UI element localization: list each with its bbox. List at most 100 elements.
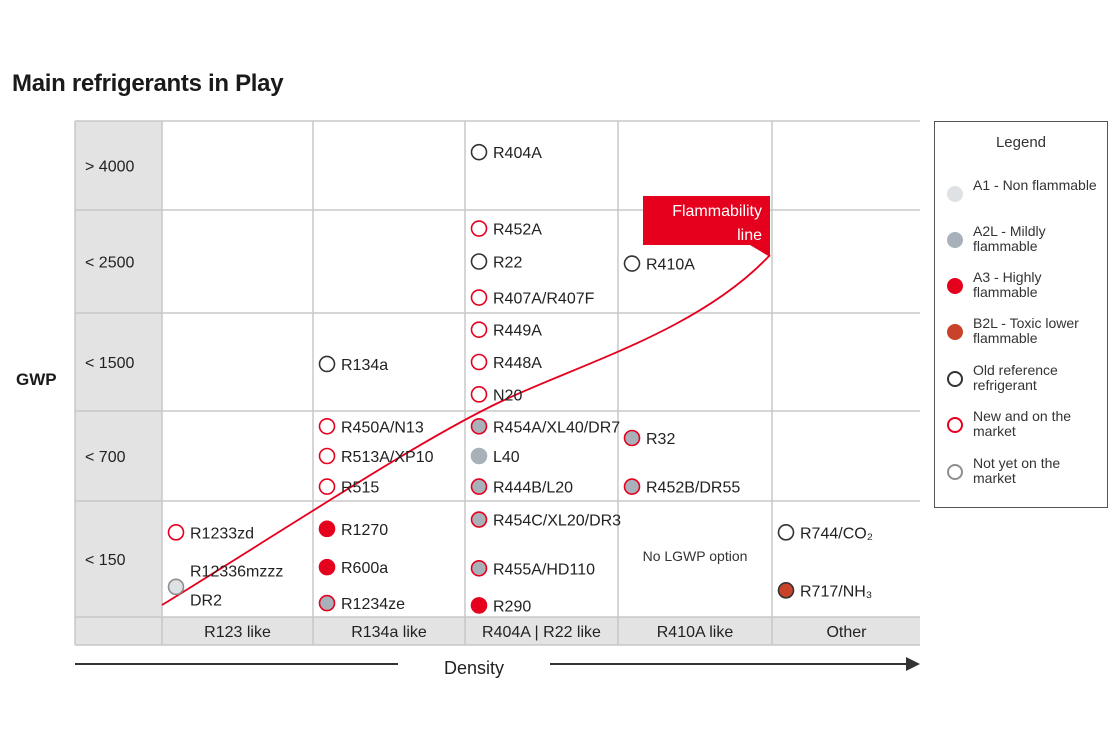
- legend-item: Not yet on the market: [945, 456, 1105, 498]
- legend-marker-icon: [947, 417, 963, 433]
- legend-marker-icon: [947, 278, 963, 294]
- marker-r513a-xp10: [318, 447, 336, 465]
- legend-label: A2L - Mildly flammable: [973, 223, 1046, 254]
- flammability-label-line1: Flammability: [672, 203, 762, 220]
- row-header-band: [75, 121, 162, 617]
- legend-label: Not yet on the market: [973, 455, 1061, 486]
- marker-r290: [470, 597, 488, 614]
- label-r448a: R448A: [493, 355, 542, 372]
- label-r452a: R452A: [493, 222, 542, 239]
- legend-item: A1 - Non flammable: [945, 178, 1105, 220]
- label-r717-nh-: R717/NH₃: [800, 583, 872, 600]
- label-r12336mzzz: R12336mzzz: [190, 564, 283, 581]
- label-r407a-r407f: R407A/R407F: [493, 291, 595, 308]
- legend-label: A3 - Highly flammable: [973, 269, 1042, 300]
- label-r455a-hd110: R455A/HD110: [493, 561, 595, 578]
- label-l40: L40: [493, 449, 520, 466]
- marker-r717-nh-: [777, 582, 795, 599]
- legend-item: A3 - Highly flammable: [945, 270, 1105, 312]
- legend-marker-icon: [947, 324, 963, 340]
- marker-r454c-xl20-dr3: [470, 511, 488, 528]
- marker-r449a: [470, 321, 488, 338]
- flammability-line: [161, 254, 771, 606]
- marker-n20: [470, 386, 488, 403]
- marker-r1234ze: [318, 594, 336, 612]
- marker-r12336mzzz: [167, 578, 185, 596]
- column-label-4: R410A like: [657, 624, 734, 641]
- flammability-label-box: [643, 196, 770, 257]
- legend-marker-icon: [947, 464, 963, 480]
- refrigerant-chart: > 4000 < 2500 < 1500 < 700 < 150 R123 like R13…: [74, 120, 920, 678]
- row-label-2: < 2500: [85, 255, 134, 272]
- marker-r515: [318, 478, 336, 495]
- label-r515: R515: [341, 480, 379, 497]
- legend-title: Legend: [995, 134, 1047, 151]
- row-label-3: < 1500: [85, 355, 134, 372]
- column-label-2: R134a like: [351, 624, 427, 641]
- marker-l40: [470, 447, 488, 465]
- label-r22: R22: [493, 255, 522, 272]
- legend-marker-icon: [947, 232, 963, 248]
- label-r410a: R410A: [646, 257, 695, 274]
- label-r134a: R134a: [341, 357, 388, 374]
- chart-title: Main refrigerants in Play: [12, 70, 284, 97]
- legend-label: A1 - Non flammable: [973, 177, 1097, 193]
- label-r404a: R404A: [493, 145, 542, 162]
- label-n20: N20: [493, 387, 522, 404]
- label-r600a: R600a: [341, 560, 388, 577]
- marker-r448a: [470, 353, 488, 371]
- marker-r600a: [318, 558, 336, 576]
- legend-label: New and on the market: [973, 408, 1072, 439]
- label-r513a-xp10: R513A/XP10: [341, 449, 434, 466]
- label-r1233zd: R1233zd: [190, 525, 254, 542]
- legend: Legend A1 - Non flammable A2L - Mildly fl…: [934, 121, 1108, 508]
- marker-r32: [623, 429, 641, 447]
- legend-item: New and on the market: [945, 409, 1105, 451]
- marker-r134a: [318, 355, 336, 373]
- marker-r410a: [623, 255, 641, 272]
- marker-r452b-dr55: [623, 478, 641, 495]
- marker-r1270: [318, 520, 336, 538]
- marker-r404a: [470, 143, 488, 161]
- label-r450a-n13: R450A/N13: [341, 419, 424, 436]
- flammability-label-line2: line: [737, 227, 762, 244]
- legend-item: B2L - Toxic lower flammable: [945, 316, 1105, 358]
- column-label-1: R123 like: [204, 624, 271, 641]
- label-r1270: R1270: [341, 522, 388, 539]
- column-header-band: [162, 617, 920, 645]
- label-r452b-dr55: R452B/DR55: [646, 480, 740, 497]
- corner-cell: [75, 617, 162, 645]
- density-arrow-icon: [906, 657, 920, 671]
- label-r449a: R449A: [493, 323, 542, 340]
- column-label-3: R404A | R22 like: [482, 624, 601, 641]
- marker-r452a: [470, 220, 488, 237]
- label-r444b-l20: R444B/L20: [493, 480, 573, 497]
- label-dr2: DR2: [190, 593, 222, 610]
- marker-r407a-r407f: [470, 289, 488, 306]
- marker-r1233zd: [167, 524, 185, 541]
- marker-r454a-xl40-dr7: [470, 417, 488, 435]
- legend-marker-icon: [947, 371, 963, 387]
- legend-label: B2L - Toxic lower flammable: [973, 315, 1079, 346]
- row-label-1: > 4000: [85, 159, 134, 176]
- legend-item: A2L - Mildly flammable: [945, 224, 1105, 266]
- marker-r744-co-: [777, 524, 795, 541]
- marker-r444b-l20: [470, 478, 488, 495]
- marker-r450a-n13: [318, 417, 336, 435]
- marker-r22: [470, 253, 488, 270]
- label-r744-co-: R744/CO₂: [800, 525, 873, 542]
- legend-item: Old reference refrigerant: [945, 363, 1105, 405]
- legend-label: Old reference refrigerant: [973, 362, 1058, 393]
- label-r290: R290: [493, 598, 531, 615]
- marker-r455a-hd110: [470, 559, 488, 577]
- label-r1234ze: R1234ze: [341, 596, 405, 613]
- label-r32: R32: [646, 431, 675, 448]
- note-no-lgwp: No LGWP option: [643, 548, 748, 564]
- label-r454a-xl40-dr7: R454A/XL40/DR7: [493, 419, 620, 436]
- y-axis-label: GWP: [16, 370, 57, 389]
- row-label-5: < 150: [85, 552, 126, 569]
- row-label-4: < 700: [85, 449, 126, 466]
- x-axis-label: Density: [444, 658, 504, 678]
- label-r454c-xl20-dr3: R454C/XL20/DR3: [493, 513, 621, 530]
- legend-marker-icon: [947, 186, 963, 202]
